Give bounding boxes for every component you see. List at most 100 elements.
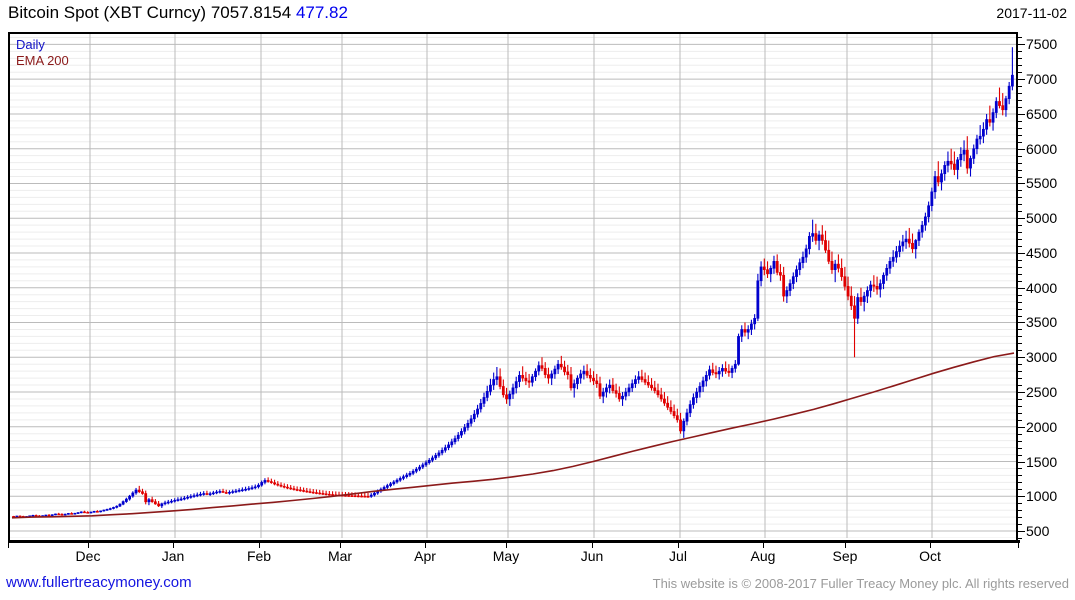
y-axis-minor-tick xyxy=(1018,65,1022,67)
y-axis-tick xyxy=(1018,531,1025,533)
y-axis-minor-tick xyxy=(1018,141,1022,143)
y-axis-label: 5000 xyxy=(1026,210,1058,227)
x-axis-label: Oct xyxy=(919,548,941,564)
y-axis-minor-tick xyxy=(1018,336,1022,338)
x-axis-label: Jan xyxy=(161,548,185,564)
x-axis-label: Mar xyxy=(327,548,353,564)
x-axis-label: Sep xyxy=(832,548,858,564)
y-axis-minor-tick xyxy=(1018,204,1022,206)
y-axis-tick xyxy=(1018,218,1025,220)
y-axis-minor-tick xyxy=(1018,100,1022,102)
y-axis-minor-tick xyxy=(1018,510,1022,512)
x-axis-tick xyxy=(678,540,679,548)
y-axis-tick xyxy=(1018,496,1025,498)
y-axis-tick xyxy=(1018,79,1025,81)
y-axis-minor-tick xyxy=(1018,412,1022,414)
y-axis-minor-tick xyxy=(1018,190,1022,192)
y-axis-minor-tick xyxy=(1018,524,1022,526)
y-axis-minor-tick xyxy=(1018,155,1022,157)
y-axis-tick xyxy=(1018,392,1025,393)
y-axis-minor-tick xyxy=(1018,343,1022,345)
y-axis-minor-tick xyxy=(1018,419,1022,421)
y-axis-minor-tick xyxy=(1018,162,1022,164)
y-axis-minor-tick xyxy=(1018,72,1022,74)
y-axis-minor-tick xyxy=(1018,259,1022,261)
y-axis-minor-tick xyxy=(1018,503,1022,505)
candlestick-chart xyxy=(10,34,1016,538)
page-title: Bitcoin Spot (XBT Curncy) 7057.8154 477.… xyxy=(8,3,348,23)
chart-legend: Daily EMA 200 xyxy=(16,37,69,70)
x-axis-end-tick xyxy=(1018,540,1019,548)
y-axis-minor-tick xyxy=(1018,398,1022,400)
y-axis-minor-tick xyxy=(1018,350,1022,352)
x-axis-label: Aug xyxy=(750,548,776,564)
x-axis-end-tick xyxy=(8,540,9,548)
y-axis-minor-tick xyxy=(1018,134,1022,136)
y-axis-minor-tick xyxy=(1018,211,1022,213)
last-price: 7057.8154 xyxy=(210,3,292,22)
x-axis-label: Dec xyxy=(75,548,101,564)
y-axis-label: 4000 xyxy=(1026,279,1058,296)
chart-header: Bitcoin Spot (XBT Curncy) 7057.8154 477.… xyxy=(0,0,1075,28)
y-axis-minor-tick xyxy=(1018,517,1022,519)
y-axis-tick xyxy=(1018,148,1025,150)
y-axis-minor-tick xyxy=(1018,273,1022,275)
y-axis-minor-tick xyxy=(1018,120,1022,122)
y-axis-minor-tick xyxy=(1018,176,1022,178)
y-axis-minor-tick xyxy=(1018,440,1022,442)
y-axis-minor-tick xyxy=(1018,106,1022,108)
x-axis-tick xyxy=(506,540,507,548)
y-axis-minor-tick xyxy=(1018,37,1022,39)
copyright-notice: This website is © 2008-2017 Fuller Treac… xyxy=(652,576,1069,591)
y-axis-minor-tick xyxy=(1018,489,1022,491)
y-axis-minor-tick xyxy=(1018,93,1022,95)
y-axis-minor-tick xyxy=(1018,468,1022,470)
y-axis-minor-tick xyxy=(1018,225,1022,227)
x-axis-tick xyxy=(259,540,260,548)
y-axis-minor-tick xyxy=(1018,301,1022,303)
y-axis-label: 2000 xyxy=(1026,418,1058,435)
y-axis-label: 2500 xyxy=(1026,384,1058,400)
y-axis-tick xyxy=(1018,287,1025,289)
y-axis-minor-tick xyxy=(1018,169,1022,171)
x-axis-line xyxy=(8,540,1020,543)
x-axis-label: Jul xyxy=(669,548,687,564)
y-axis-minor-tick xyxy=(1018,475,1022,477)
legend-item-daily: Daily xyxy=(16,37,45,52)
chart-plot-area: Daily EMA 200 xyxy=(8,32,1018,540)
y-axis-tick xyxy=(1018,252,1025,254)
y-axis-minor-tick xyxy=(1018,371,1022,373)
y-axis-minor-tick xyxy=(1018,454,1022,456)
y-axis-minor-tick xyxy=(1018,266,1022,268)
y-axis-tick xyxy=(1018,113,1025,115)
instrument-name: Bitcoin Spot (XBT Curncy) xyxy=(8,3,207,22)
y-axis-minor-tick xyxy=(1018,280,1022,282)
y-axis-minor-tick xyxy=(1018,385,1022,387)
y-axis-minor-tick xyxy=(1018,433,1022,435)
y-axis-minor-tick xyxy=(1018,364,1022,366)
x-axis-tick xyxy=(340,540,341,548)
x-axis-tick xyxy=(845,540,846,548)
y-axis-minor-tick xyxy=(1018,329,1022,331)
y-axis-label: 6500 xyxy=(1026,105,1058,122)
y-axis-minor-tick xyxy=(1018,315,1022,317)
y-axis-tick xyxy=(1018,357,1025,359)
x-axis-tick xyxy=(88,540,89,548)
y-axis-minor-tick xyxy=(1018,308,1022,310)
y-axis-label: 7000 xyxy=(1026,71,1058,88)
site-url[interactable]: www.fullertreacymoney.com xyxy=(6,574,192,591)
y-axis-minor-tick xyxy=(1018,482,1022,484)
chart-date: 2017-11-02 xyxy=(996,5,1067,21)
y-axis-label: 1000 xyxy=(1026,488,1058,505)
y-axis-minor-tick xyxy=(1018,232,1022,234)
x-axis-tick xyxy=(173,540,174,548)
y-axis-minor-tick xyxy=(1018,246,1022,248)
y-axis-minor-tick xyxy=(1018,378,1022,380)
y-axis-minor-tick xyxy=(1018,58,1022,60)
y-axis-label: 500 xyxy=(1026,523,1050,540)
y-axis-minor-tick xyxy=(1018,538,1022,539)
y-axis-label: 3500 xyxy=(1026,314,1058,331)
y-axis-minor-tick xyxy=(1018,51,1022,53)
legend-item-ema200: EMA 200 xyxy=(16,53,69,69)
y-axis-minor-tick xyxy=(1018,197,1022,199)
